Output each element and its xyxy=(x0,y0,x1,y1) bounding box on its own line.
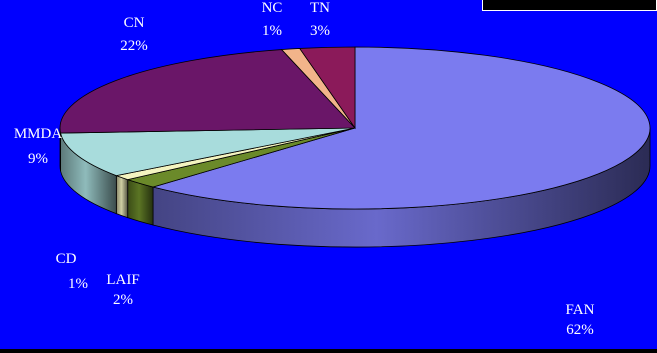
pie-slice-mmda xyxy=(60,127,356,177)
pie-side-cd xyxy=(115,175,129,219)
slice-percent-mmda: 9% xyxy=(28,151,48,167)
slice-label-cd: CD xyxy=(56,251,77,267)
pie-sides xyxy=(59,127,651,248)
slice-percent-nc: 1% xyxy=(262,23,282,39)
pie-tops xyxy=(59,46,651,210)
slice-percent-cd: 1% xyxy=(68,276,88,292)
slice-percent-fan: 62% xyxy=(566,322,594,338)
pie-slice-cn xyxy=(59,49,356,134)
pie-slice-tn xyxy=(298,46,356,130)
bottom-rule xyxy=(0,349,657,353)
slice-label-nc: NC xyxy=(262,0,283,16)
slice-label-mmda: MMDA xyxy=(14,126,63,142)
slice-percent-tn: 3% xyxy=(310,23,330,39)
slice-percent-laif: 2% xyxy=(113,292,133,308)
slice-label-cn: CN xyxy=(124,15,145,31)
slice-label-fan: FAN xyxy=(566,302,595,318)
slice-label-tn: TN xyxy=(310,0,330,16)
pie-labels: FAN 62% LAIF 2% CD 1% MMDA 9% CN 22% NC 1% TN 3% xyxy=(14,0,595,338)
pie-slice-fan xyxy=(151,46,651,210)
slice-label-laif: LAIF xyxy=(106,272,139,288)
corner-decoration xyxy=(482,0,657,11)
slice-percent-cn: 22% xyxy=(120,38,148,54)
